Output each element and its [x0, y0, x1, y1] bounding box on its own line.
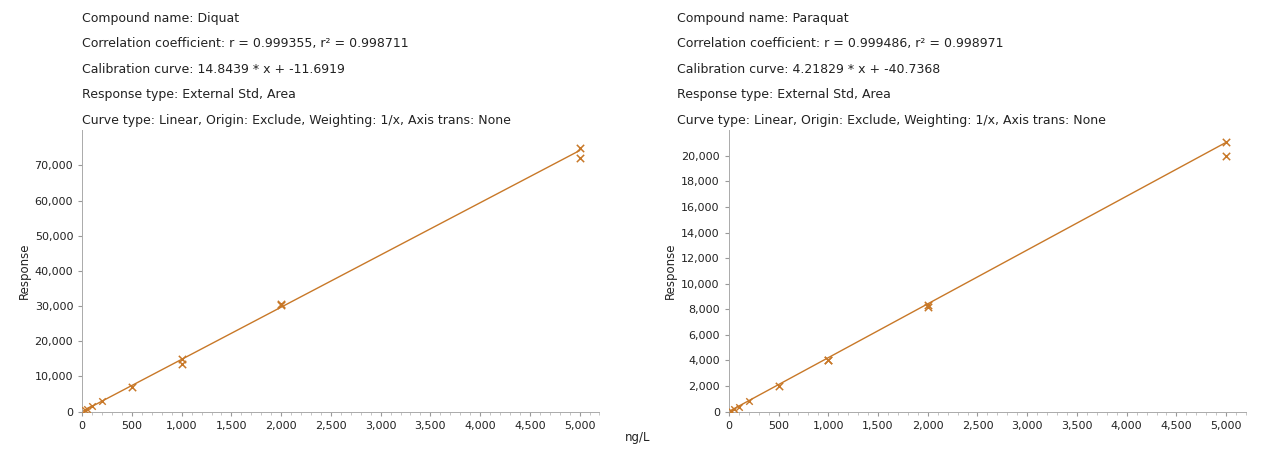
Text: Correlation coefficient: r = 0.999486, r² = 0.998971: Correlation coefficient: r = 0.999486, r…	[677, 37, 1003, 50]
Point	[77, 405, 97, 412]
Point	[172, 360, 192, 368]
Point	[729, 403, 749, 411]
Text: ng/L: ng/L	[625, 431, 650, 444]
Point	[121, 383, 142, 391]
Point	[569, 155, 589, 162]
Point	[721, 407, 741, 414]
Point	[1216, 138, 1236, 146]
Point	[818, 356, 839, 364]
Point	[917, 302, 937, 309]
Text: Curve type: Linear, Origin: Exclude, Weighting: 1/x, Axis trans: None: Curve type: Linear, Origin: Exclude, Wei…	[677, 114, 1106, 127]
Point	[271, 301, 291, 309]
Point	[569, 144, 589, 152]
Point	[917, 303, 937, 311]
Point	[768, 382, 788, 390]
Point	[172, 356, 192, 363]
Text: Curve type: Linear, Origin: Exclude, Weighting: 1/x, Axis trans: None: Curve type: Linear, Origin: Exclude, Wei…	[82, 114, 511, 127]
Text: Compound name: Paraquat: Compound name: Paraquat	[677, 12, 849, 25]
Text: Calibration curve: 14.8439 * x + -11.6919: Calibration curve: 14.8439 * x + -11.691…	[82, 63, 345, 76]
Text: Response type: External Std, Area: Response type: External Std, Area	[82, 88, 296, 101]
Point	[82, 403, 102, 410]
Text: Compound name: Diquat: Compound name: Diquat	[82, 12, 239, 25]
Text: Calibration curve: 4.21829 * x + -40.7368: Calibration curve: 4.21829 * x + -40.736…	[677, 63, 940, 76]
Y-axis label: Response: Response	[664, 243, 677, 299]
Text: Correlation coefficient: r = 0.999355, r² = 0.998711: Correlation coefficient: r = 0.999355, r…	[82, 37, 409, 50]
Point	[724, 405, 744, 413]
Point	[271, 300, 291, 308]
Point	[739, 398, 759, 405]
Point	[1216, 152, 1236, 159]
Point	[818, 357, 839, 364]
Point	[75, 406, 95, 414]
Point	[92, 398, 113, 405]
Y-axis label: Response: Response	[18, 243, 30, 299]
Text: Response type: External Std, Area: Response type: External Std, Area	[677, 88, 891, 101]
